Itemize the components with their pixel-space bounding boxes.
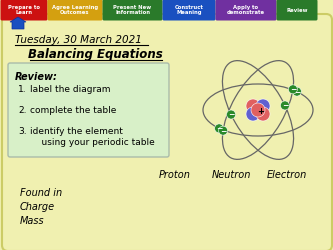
Text: label the diagram: label the diagram (30, 85, 111, 94)
FancyBboxPatch shape (163, 0, 215, 20)
FancyBboxPatch shape (276, 0, 317, 20)
Polygon shape (10, 17, 26, 29)
Text: Mass: Mass (20, 216, 45, 226)
Text: −: − (294, 88, 300, 96)
Text: Review: Review (286, 8, 308, 12)
Text: Charge: Charge (20, 202, 55, 212)
Text: Apply to
demonstrate: Apply to demonstrate (227, 5, 265, 15)
Text: Found in: Found in (20, 188, 62, 198)
Text: 3.: 3. (18, 127, 27, 136)
Text: 2.: 2. (18, 106, 27, 115)
Text: complete the table: complete the table (30, 106, 116, 115)
Text: identify the element
    using your periodic table: identify the element using your periodic… (30, 127, 155, 147)
Text: −: − (290, 85, 296, 94)
FancyBboxPatch shape (48, 0, 103, 20)
Circle shape (256, 107, 270, 121)
Circle shape (226, 110, 235, 119)
Text: +: + (257, 108, 264, 116)
Circle shape (218, 126, 227, 135)
Text: −: − (220, 127, 226, 136)
Circle shape (292, 87, 301, 96)
Text: 1.: 1. (18, 85, 27, 94)
Circle shape (280, 101, 289, 110)
FancyBboxPatch shape (215, 0, 276, 20)
Text: −: − (228, 110, 234, 120)
Circle shape (256, 99, 270, 113)
Text: Review:: Review: (15, 72, 58, 82)
Text: Tuesday, 30 March 2021: Tuesday, 30 March 2021 (15, 35, 142, 45)
Text: Balancing Equations: Balancing Equations (28, 48, 163, 61)
Text: Prepare to
Learn: Prepare to Learn (8, 5, 40, 15)
Text: Neutron: Neutron (211, 170, 251, 180)
Text: Proton: Proton (159, 170, 191, 180)
Text: Construct
Meaning: Construct Meaning (174, 5, 203, 15)
Circle shape (288, 85, 297, 94)
FancyBboxPatch shape (2, 14, 332, 250)
Circle shape (246, 99, 260, 113)
Circle shape (251, 103, 265, 117)
FancyBboxPatch shape (103, 0, 163, 20)
Text: −: − (216, 124, 222, 134)
Circle shape (214, 124, 223, 133)
FancyBboxPatch shape (1, 0, 48, 20)
Text: −: − (282, 102, 288, 110)
Text: Electron: Electron (267, 170, 307, 180)
Circle shape (246, 107, 260, 121)
FancyBboxPatch shape (8, 63, 169, 157)
Text: Agree Learning
Outcomes: Agree Learning Outcomes (52, 5, 98, 15)
Text: Present New
Information: Present New Information (114, 5, 152, 15)
